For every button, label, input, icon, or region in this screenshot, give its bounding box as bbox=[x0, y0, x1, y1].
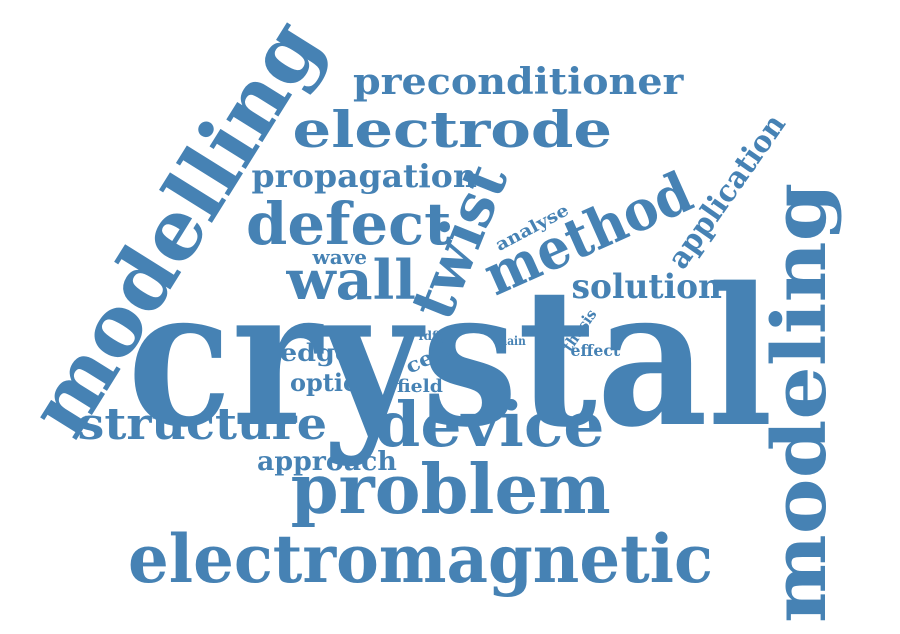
word-problem: problem bbox=[290, 450, 611, 530]
word-solution: solution bbox=[570, 267, 722, 307]
word-edge: edge bbox=[279, 338, 353, 367]
word-field: field bbox=[397, 376, 443, 397]
word-propagation: propagation bbox=[251, 157, 477, 195]
word-effect: effect bbox=[570, 341, 620, 360]
word-modeling: modeling bbox=[757, 182, 844, 624]
word-crystal: crystal bbox=[127, 246, 773, 469]
word-optic: optic bbox=[290, 368, 358, 397]
word-fdfd: fdfd bbox=[418, 329, 446, 343]
word-structure: structure bbox=[77, 399, 327, 450]
word-approach: approach bbox=[257, 447, 397, 477]
word-wave: wave bbox=[312, 245, 368, 269]
word-electromagnetic: electromagnetic bbox=[127, 520, 713, 598]
word-wall: wall bbox=[286, 248, 416, 312]
word-preconditioner: preconditioner bbox=[352, 61, 684, 103]
word-electrode: electrode bbox=[292, 100, 612, 159]
word-defect: defect bbox=[245, 190, 451, 258]
word-main: main bbox=[495, 334, 526, 348]
word-device: device bbox=[375, 388, 605, 461]
